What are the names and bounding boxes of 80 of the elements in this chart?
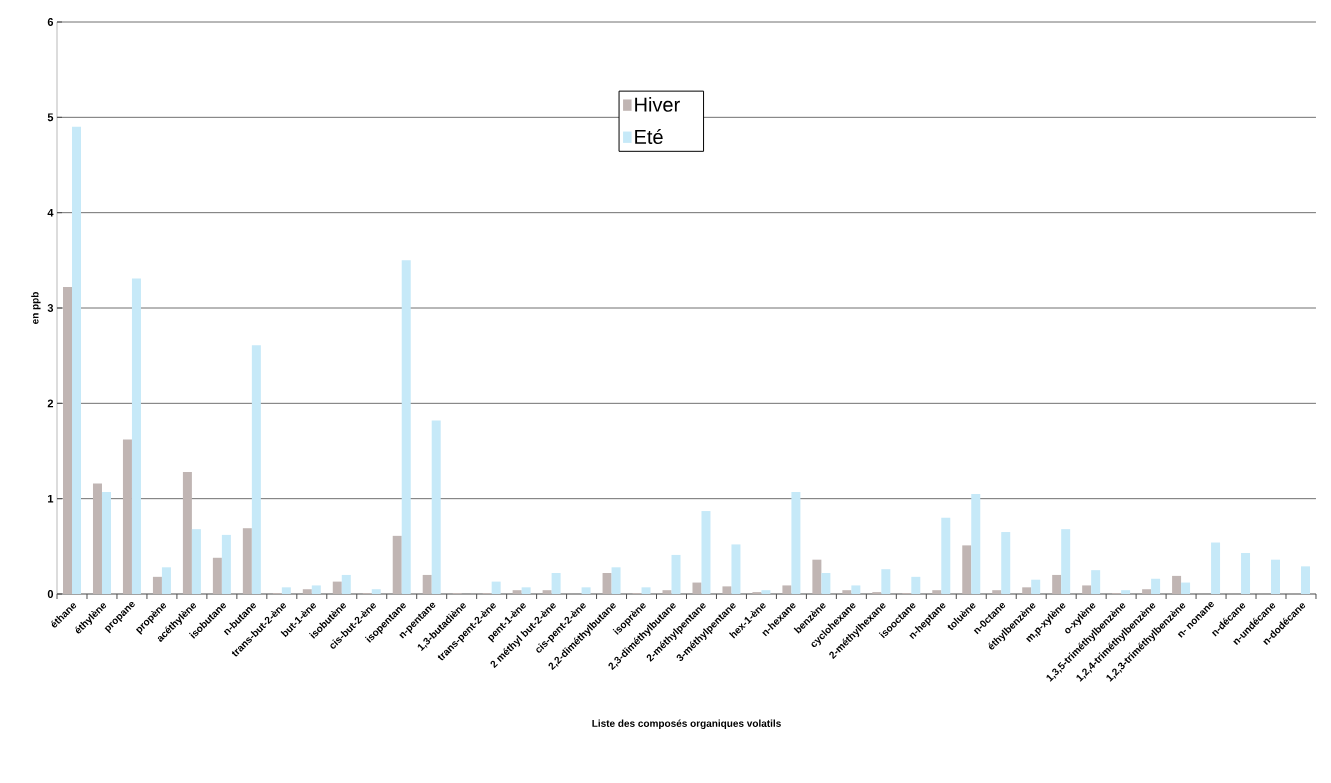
bar bbox=[182, 471, 192, 594]
bar bbox=[281, 587, 291, 594]
bar bbox=[131, 278, 141, 594]
bar bbox=[521, 587, 531, 594]
bar bbox=[641, 587, 651, 594]
bar bbox=[881, 569, 891, 594]
bar bbox=[1241, 553, 1251, 594]
bar bbox=[332, 581, 342, 594]
bar bbox=[1121, 590, 1131, 594]
bar bbox=[1300, 566, 1310, 594]
bar bbox=[941, 517, 951, 594]
bar bbox=[221, 534, 231, 594]
y-tick-label: 2 bbox=[47, 399, 54, 408]
bar bbox=[701, 511, 711, 594]
bar bbox=[1052, 574, 1062, 594]
bar bbox=[161, 567, 171, 594]
bar bbox=[821, 573, 831, 594]
bar bbox=[1061, 529, 1071, 594]
bar bbox=[1181, 582, 1191, 594]
bar bbox=[431, 420, 441, 594]
bar bbox=[932, 590, 942, 594]
bar bbox=[731, 544, 741, 594]
bar bbox=[122, 439, 132, 594]
bar bbox=[611, 567, 621, 594]
bar bbox=[1031, 579, 1041, 594]
bar bbox=[602, 573, 612, 594]
bar bbox=[1172, 575, 1182, 594]
bar bbox=[812, 559, 822, 594]
bar bbox=[512, 590, 522, 594]
bar bbox=[992, 590, 1002, 594]
bar bbox=[1082, 585, 1092, 594]
bar bbox=[1271, 559, 1281, 594]
bar bbox=[1091, 570, 1101, 594]
bar bbox=[722, 586, 732, 594]
bar bbox=[782, 585, 792, 594]
bar bbox=[491, 581, 501, 594]
bar bbox=[671, 554, 681, 594]
bar bbox=[911, 576, 921, 594]
bar bbox=[551, 573, 561, 594]
bar bbox=[851, 585, 861, 594]
bar bbox=[302, 589, 312, 594]
y-tick-label: 3 bbox=[47, 304, 54, 312]
bar bbox=[662, 590, 672, 594]
bar bbox=[1151, 578, 1161, 594]
bar bbox=[212, 557, 222, 594]
bar bbox=[72, 126, 81, 594]
bar bbox=[962, 545, 972, 594]
bar bbox=[1142, 589, 1152, 594]
x-axis-title: Liste des composés organiques volatils bbox=[592, 719, 781, 729]
bar bbox=[971, 493, 981, 594]
bar bbox=[152, 576, 162, 594]
bar bbox=[371, 589, 381, 594]
bar bbox=[1022, 587, 1032, 594]
bar bbox=[101, 491, 111, 594]
bar bbox=[692, 582, 702, 594]
y-tick-label: 0 bbox=[47, 590, 54, 598]
bar bbox=[1001, 532, 1011, 594]
legend-label: Hiver bbox=[635, 97, 680, 112]
bar bbox=[422, 574, 432, 594]
y-tick-label: 4 bbox=[47, 208, 54, 217]
y-tick-label: 6 bbox=[47, 18, 54, 26]
bar bbox=[92, 483, 102, 594]
bar bbox=[842, 590, 852, 594]
bar bbox=[581, 587, 591, 594]
bar bbox=[251, 345, 261, 594]
legend-label: Eté bbox=[635, 129, 663, 145]
bar bbox=[311, 585, 321, 594]
y-tick-label: 5 bbox=[47, 113, 54, 122]
bar bbox=[761, 590, 771, 594]
bar bbox=[1211, 542, 1221, 594]
y-tick-label: 1 bbox=[48, 494, 54, 503]
bar bbox=[63, 287, 72, 594]
bar bbox=[242, 528, 252, 594]
bar bbox=[542, 590, 552, 594]
bar bbox=[401, 260, 411, 594]
bar bbox=[191, 529, 201, 594]
bar bbox=[341, 574, 351, 594]
bar bbox=[392, 535, 402, 594]
bar bbox=[791, 491, 801, 594]
y-axis-title: en ppb bbox=[31, 292, 41, 324]
